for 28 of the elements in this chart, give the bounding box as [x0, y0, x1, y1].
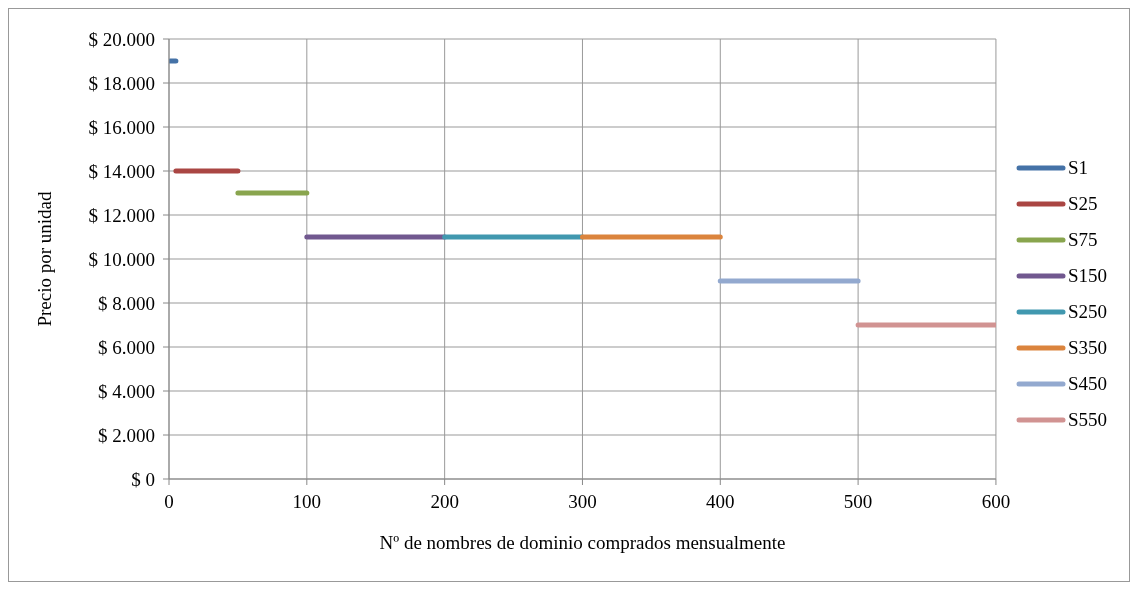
- y-tick-label: $ 2.000: [98, 424, 155, 446]
- y-tick-label: $ 16.000: [88, 116, 155, 138]
- y-tick-label: $ 20.000: [88, 28, 155, 50]
- x-tick-label: 300: [568, 491, 597, 513]
- x-tick-label: 600: [981, 491, 1011, 513]
- legend-label: S1: [1067, 157, 1088, 179]
- y-tick-label: $ 10.000: [88, 248, 155, 270]
- y-tick-label: $ 18.000: [88, 72, 155, 94]
- x-tick-label: 500: [843, 491, 873, 513]
- legend-label: S150: [1067, 265, 1107, 287]
- x-tick-label: 0: [164, 491, 174, 513]
- x-tick-label: 400: [706, 491, 735, 513]
- y-tick-label: $ 4.000: [98, 380, 155, 402]
- legend-label: S25: [1067, 193, 1098, 215]
- legend-label: S550: [1067, 409, 1107, 431]
- x-tick-label: 200: [430, 491, 459, 513]
- legend-label: S450: [1067, 373, 1107, 395]
- x-tick-label: 100: [292, 491, 322, 513]
- legend-label: S350: [1067, 337, 1107, 359]
- y-tick-label: $ 0: [131, 468, 155, 490]
- legend-label: S75: [1067, 229, 1098, 251]
- y-tick-label: $ 14.000: [88, 160, 155, 182]
- legend-label: S250: [1067, 301, 1107, 323]
- x-axis-title: Nº de nombres de dominio comprados mensualmente: [379, 532, 786, 553]
- y-axis-title: Precio por unidad: [33, 190, 55, 327]
- y-tick-label: $ 6.000: [98, 336, 155, 358]
- y-tick-label: $ 12.000: [88, 204, 155, 226]
- y-tick-label: $ 8.000: [98, 292, 155, 314]
